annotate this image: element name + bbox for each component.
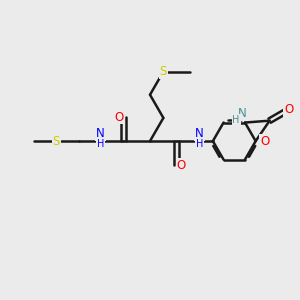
Text: N: N [238, 107, 246, 120]
Text: H: H [196, 139, 203, 149]
Text: S: S [160, 65, 167, 78]
Text: H: H [97, 139, 104, 149]
Text: S: S [53, 135, 60, 148]
Text: O: O [114, 110, 123, 124]
Text: N: N [195, 127, 204, 140]
Text: N: N [96, 127, 105, 140]
Text: O: O [177, 159, 186, 172]
Text: H: H [232, 115, 240, 124]
Text: O: O [260, 135, 269, 148]
Text: O: O [284, 103, 293, 116]
